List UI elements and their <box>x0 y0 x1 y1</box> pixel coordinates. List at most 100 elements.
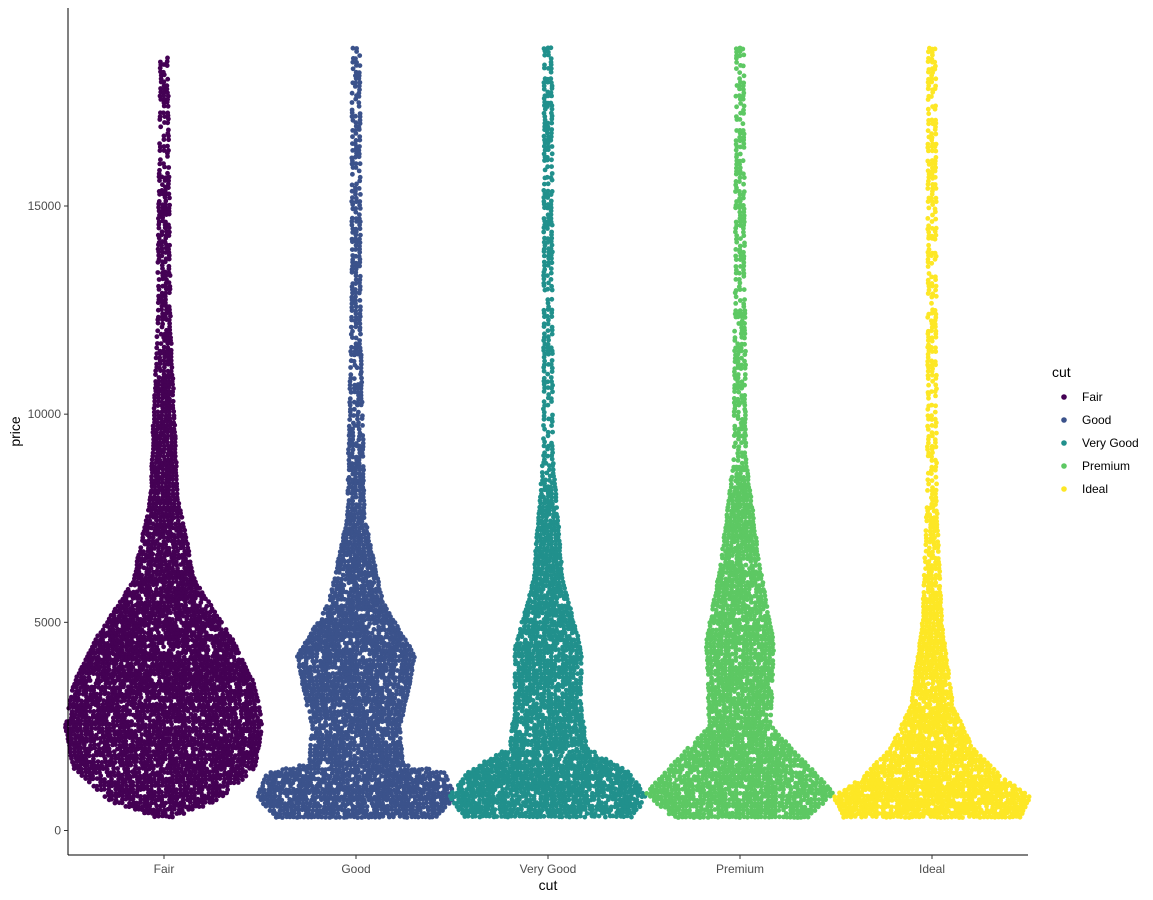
data-point <box>154 345 160 351</box>
data-point <box>127 760 133 765</box>
data-point <box>139 600 144 606</box>
data-point <box>109 793 115 799</box>
data-point <box>112 760 118 765</box>
data-point <box>181 790 187 796</box>
data-point <box>166 165 172 170</box>
data-point <box>185 773 190 779</box>
data-point <box>173 787 179 792</box>
data-point <box>150 661 155 667</box>
data-point <box>166 263 172 269</box>
data-point <box>175 763 181 768</box>
data-point <box>180 797 186 803</box>
data-point <box>173 790 179 796</box>
data-point <box>136 766 142 772</box>
data-point <box>170 566 176 572</box>
data-point <box>167 229 172 235</box>
data-point <box>110 651 116 657</box>
data-point <box>345 808 351 813</box>
data-point <box>83 736 89 742</box>
data-point <box>204 603 210 609</box>
data-point <box>271 808 277 813</box>
data-point <box>91 709 97 714</box>
data-point <box>188 671 193 677</box>
data-point <box>152 793 158 799</box>
data-point <box>157 807 163 813</box>
data-point <box>253 712 258 718</box>
data-point <box>133 752 139 758</box>
data-point <box>168 766 174 772</box>
data-point <box>157 702 163 708</box>
data-point <box>356 784 362 790</box>
data-point <box>211 749 217 755</box>
data-point <box>154 334 160 340</box>
data-point <box>441 770 447 776</box>
data-point <box>68 753 74 759</box>
data-point <box>234 705 240 711</box>
data-point <box>140 749 145 754</box>
data-point <box>119 641 125 647</box>
data-point <box>179 685 185 690</box>
data-point <box>86 674 92 680</box>
data-point <box>123 613 128 619</box>
data-point <box>175 770 181 775</box>
data-point <box>165 103 171 109</box>
data-point <box>231 780 237 786</box>
data-point <box>190 749 196 755</box>
data-point <box>243 773 249 779</box>
data-point <box>193 769 199 775</box>
data-point <box>157 141 163 147</box>
data-point <box>355 815 361 820</box>
data-point <box>156 199 162 204</box>
data-point <box>165 76 171 82</box>
data-point <box>199 783 205 789</box>
data-point <box>120 786 125 792</box>
data-point <box>152 634 158 639</box>
data-point <box>200 804 206 809</box>
data-point <box>141 783 147 789</box>
data-point <box>120 797 125 802</box>
data-point <box>170 617 175 622</box>
data-point <box>149 759 154 765</box>
data-point <box>78 749 84 755</box>
data-point <box>109 783 115 789</box>
data-point <box>160 321 166 327</box>
data-point <box>397 736 403 741</box>
data-point <box>142 794 148 799</box>
data-point <box>83 766 88 772</box>
data-point <box>97 770 102 775</box>
data-point <box>129 719 135 724</box>
data-point <box>174 481 180 487</box>
data-point <box>220 784 226 789</box>
data-point <box>199 790 204 796</box>
data-point <box>195 753 201 759</box>
data-point <box>167 242 173 248</box>
data-point <box>412 767 417 773</box>
data-point <box>78 766 84 772</box>
data-point <box>184 691 190 697</box>
data-point <box>167 396 172 402</box>
data-point <box>308 742 313 748</box>
data-point <box>249 756 255 762</box>
data-point <box>159 634 165 639</box>
data-point <box>127 800 132 806</box>
data-point <box>214 769 220 775</box>
points-layer <box>63 45 1032 820</box>
data-point <box>196 776 202 782</box>
data-point <box>195 800 201 806</box>
data-point <box>138 760 144 765</box>
data-point <box>419 767 425 772</box>
data-point <box>113 797 119 803</box>
data-point <box>199 590 205 595</box>
data-point <box>396 658 402 663</box>
data-point <box>348 750 353 756</box>
data-point <box>166 148 171 153</box>
data-point <box>188 776 194 782</box>
data-point <box>90 773 95 779</box>
data-point <box>116 770 121 776</box>
data-point <box>161 518 167 524</box>
data-point <box>246 760 251 765</box>
data-point <box>222 770 228 776</box>
data-point <box>170 403 176 408</box>
data-point <box>200 767 206 772</box>
